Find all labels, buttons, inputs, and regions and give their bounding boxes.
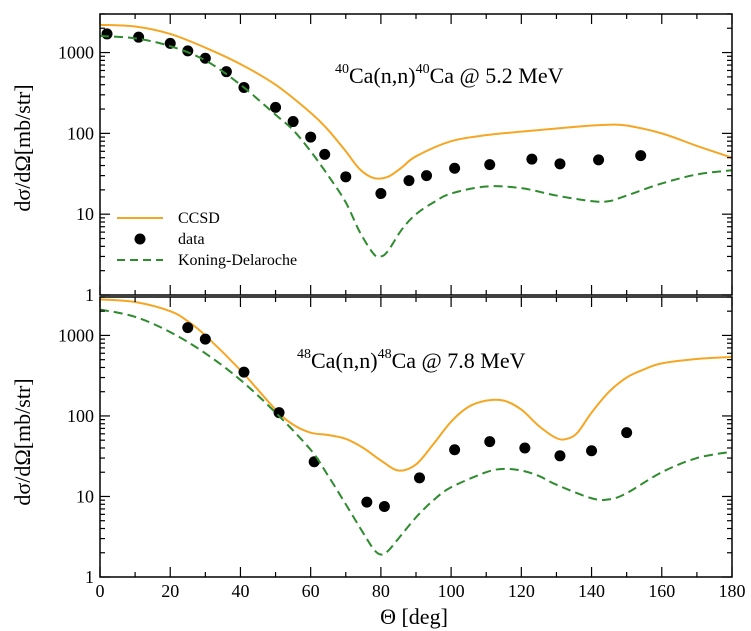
series-koning-delaroche-top [100,35,732,259]
y-tick-label: 1000 [58,43,94,63]
legend-label-koning-delaroche: Koning-Delaroche [178,252,297,269]
x-tick-label: 100 [438,581,465,601]
data-point [319,148,331,160]
y-axis-label-top: dσ/dΩ[mb/str] [10,84,35,211]
y-tick-label: 100 [67,406,94,426]
panel-top-ca40: 1 10 100 1000 [58,13,733,305]
data-point [378,501,390,513]
data-point [305,131,317,143]
data-point [199,52,211,64]
data-point [403,175,415,187]
data-point [182,322,194,334]
data-point [375,188,387,200]
data-point [586,445,598,457]
y-tick-label: 1000 [58,325,94,345]
data-point [273,407,285,419]
data-point [133,31,145,43]
y-tick-label: 10 [76,486,94,506]
data-point [287,116,299,128]
data-point [220,66,232,78]
x-tick-label: 60 [302,581,320,601]
series-data-top [101,28,647,200]
x-tick-label: 40 [231,581,249,601]
data-point [101,28,113,40]
data-point [554,450,566,462]
plot-area-bottom [100,298,732,556]
x-axis-label: Θ [deg] [380,604,448,629]
data-point [199,333,211,345]
y-tick-label: 1 [85,285,94,305]
x-tick-label: 180 [719,581,746,601]
data-point [414,472,426,484]
data-point [526,153,538,165]
panel-title-bottom: 48Ca(n,n)48Ca @ 7.8 MeV [297,347,526,373]
legend-label-data: data [178,231,205,248]
panel-bottom-ca48: 1 10 100 1000 0 20 40 60 80 100 120 140 160 180 [58,296,746,601]
data-point [361,496,373,508]
legend-label-ccsd: CCSD [178,210,220,227]
data-point [519,442,531,454]
data-point [484,436,496,448]
x-tick-label: 80 [372,581,390,601]
y-tick-label: 10 [76,204,94,224]
series-ccsd-top [100,23,732,180]
x-tick-label: 0 [96,581,105,601]
panel-title-top: 40Ca(n,n)40Ca @ 5.2 MeV [335,62,564,88]
data-point [449,162,461,174]
legend: CCSD data Koning-Delaroche [117,210,297,269]
y-tick-label: 100 [67,123,94,143]
x-tick-label: 20 [161,581,179,601]
data-point [270,101,282,113]
legend-swatch-data [134,233,146,245]
data-point [449,444,461,456]
data-point [554,158,566,170]
x-tick-label: 160 [648,581,675,601]
series-koning-delaroche-bottom [100,308,732,556]
data-point [421,170,433,182]
data-point [238,366,250,378]
y-tick-label: 1 [85,567,94,587]
data-point [635,150,647,162]
data-point [621,427,633,439]
data-point [484,159,496,171]
y-axis-label-bottom: dσ/dΩ[mb/str] [10,378,35,505]
data-point [593,154,605,166]
series-ccsd-bottom [100,298,732,472]
x-tick-label: 120 [508,581,535,601]
axes-frame-bottom [99,296,733,578]
plot-area-top [100,23,732,259]
data-point [340,171,352,183]
series-data-bottom [182,322,633,513]
x-tick-label: 140 [578,581,605,601]
